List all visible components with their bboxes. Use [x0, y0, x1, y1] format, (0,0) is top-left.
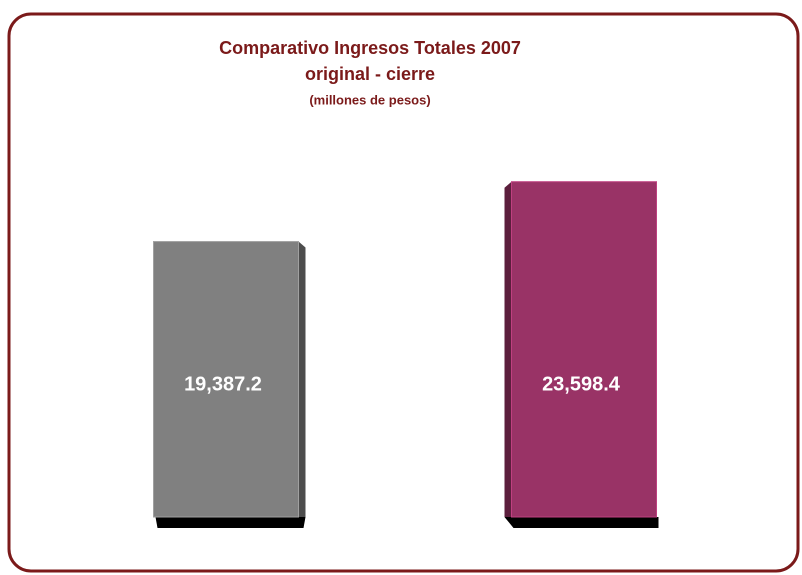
bar-shadow — [155, 517, 306, 528]
bar — [511, 181, 657, 518]
chart-title: Comparativo Ingresos Totales 2007 — [219, 38, 521, 58]
bar-side — [298, 241, 306, 517]
bar — [153, 241, 299, 518]
bar-side — [504, 181, 512, 518]
bar-shadow — [504, 517, 659, 528]
unit-note: (millones de pesos) — [309, 92, 430, 107]
chart-subtitle: original - cierre — [305, 64, 435, 84]
value-label: 23,598.4 — [542, 373, 621, 395]
value-label: 19,387.2 — [184, 373, 262, 395]
